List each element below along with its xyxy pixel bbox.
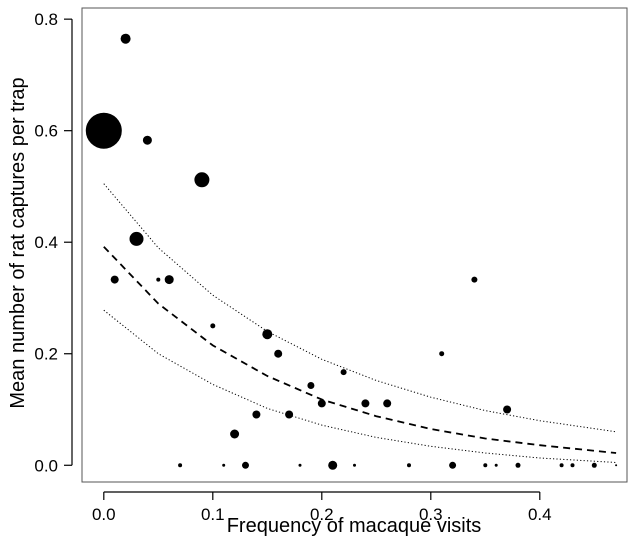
y-axis-title: Mean number of rat captures per trap bbox=[7, 77, 29, 408]
data-point bbox=[570, 463, 575, 468]
x-tick-label: 0.1 bbox=[201, 505, 225, 524]
confidence-band-line-1 bbox=[103, 183, 617, 433]
data-point bbox=[156, 277, 161, 282]
data-point bbox=[340, 369, 347, 376]
data-point bbox=[483, 463, 488, 468]
data-point bbox=[120, 33, 131, 44]
x-tick-label: 0.0 bbox=[92, 505, 116, 524]
data-point bbox=[285, 410, 294, 419]
plot-frame bbox=[81, 7, 628, 483]
data-point bbox=[328, 460, 338, 470]
y-tick-label: 0.2 bbox=[34, 345, 58, 364]
fitted-curves bbox=[103, 183, 617, 463]
data-point bbox=[274, 349, 283, 358]
y-axis: 0.0 0.2 0.4 0.6 0.8 bbox=[34, 10, 73, 475]
y-tick-label: 0.4 bbox=[34, 233, 58, 252]
x-tick-label: 0.4 bbox=[528, 505, 552, 524]
data-point bbox=[178, 463, 183, 468]
y-tick-label: 0.0 bbox=[34, 456, 58, 475]
data-point bbox=[164, 275, 174, 285]
x-axis-title: Frequency of macaque visits bbox=[227, 515, 482, 537]
x-tick-label: 0.2 bbox=[310, 505, 334, 524]
data-point bbox=[407, 463, 411, 468]
data-points bbox=[85, 33, 618, 470]
data-point bbox=[559, 463, 564, 468]
data-point bbox=[110, 275, 119, 284]
data-point bbox=[515, 462, 521, 468]
data-point bbox=[129, 231, 144, 246]
y-tick-label: 0.8 bbox=[34, 10, 58, 29]
data-point bbox=[383, 399, 392, 408]
data-point bbox=[471, 276, 478, 283]
data-point bbox=[591, 462, 597, 468]
confidence-band-line-2 bbox=[103, 309, 617, 463]
data-point bbox=[242, 461, 249, 469]
data-point bbox=[222, 463, 226, 467]
data-point bbox=[353, 463, 356, 467]
data-point bbox=[503, 405, 512, 414]
data-point bbox=[298, 463, 302, 467]
data-point bbox=[262, 329, 273, 340]
fit-line bbox=[103, 246, 617, 454]
data-point bbox=[361, 399, 370, 408]
data-point bbox=[142, 135, 152, 145]
data-point bbox=[449, 461, 457, 469]
data-point bbox=[307, 382, 315, 389]
data-point bbox=[494, 463, 498, 467]
data-point bbox=[194, 172, 210, 188]
data-point bbox=[439, 351, 445, 357]
y-tick-label: 0.6 bbox=[34, 122, 58, 141]
data-point bbox=[210, 323, 216, 329]
x-axis: 0.0 0.1 0.2 0.3 0.4 bbox=[92, 491, 552, 524]
x-tick-label: 0.3 bbox=[419, 505, 443, 524]
data-point bbox=[615, 464, 618, 467]
data-point bbox=[252, 410, 261, 419]
data-point bbox=[317, 399, 326, 408]
data-point bbox=[230, 429, 240, 439]
data-point bbox=[85, 112, 122, 149]
